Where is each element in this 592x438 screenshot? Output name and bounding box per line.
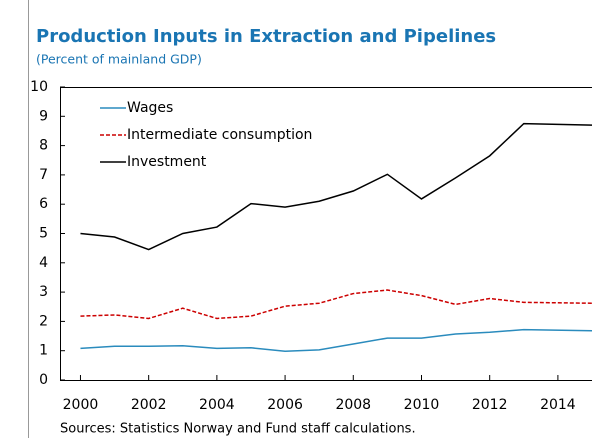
data-line: [80, 289, 592, 320]
chart-title: Production Inputs in Extraction and Pipe…: [36, 26, 496, 47]
y-tick-label: 0: [39, 372, 48, 388]
legend-label: Wages: [127, 100, 173, 116]
y-tick-label: 7: [39, 167, 48, 183]
source-note: Sources: Statistics Norway and Fund staf…: [60, 422, 416, 437]
data-line: [80, 328, 592, 353]
chart-subtitle: (Percent of mainland GDP): [36, 52, 202, 67]
x-tick-label: 2010: [404, 397, 440, 413]
y-tick-label: 1: [39, 343, 48, 359]
y-tick-label: 3: [39, 284, 48, 300]
y-tick-label: 6: [39, 196, 48, 212]
y-tick-label: 4: [39, 255, 48, 271]
x-tick-label: 2002: [131, 397, 167, 413]
x-tick-label: 2006: [267, 397, 303, 413]
y-tick-label: 10: [30, 79, 48, 95]
data-line: [80, 122, 592, 251]
x-tick-label: 2008: [335, 397, 371, 413]
x-tick-label: 2000: [63, 397, 99, 413]
legend-label: Investment: [127, 154, 207, 170]
y-tick-label: 2: [39, 313, 48, 329]
y-tick-label: 5: [39, 226, 48, 242]
x-tick-label: 2014: [540, 397, 576, 413]
y-tick-label: 9: [39, 108, 48, 124]
x-tick-label: 2004: [199, 397, 235, 413]
y-tick-label: 8: [39, 138, 48, 154]
legend-label: Intermediate consumption: [127, 127, 312, 143]
x-tick-label: 2012: [472, 397, 508, 413]
